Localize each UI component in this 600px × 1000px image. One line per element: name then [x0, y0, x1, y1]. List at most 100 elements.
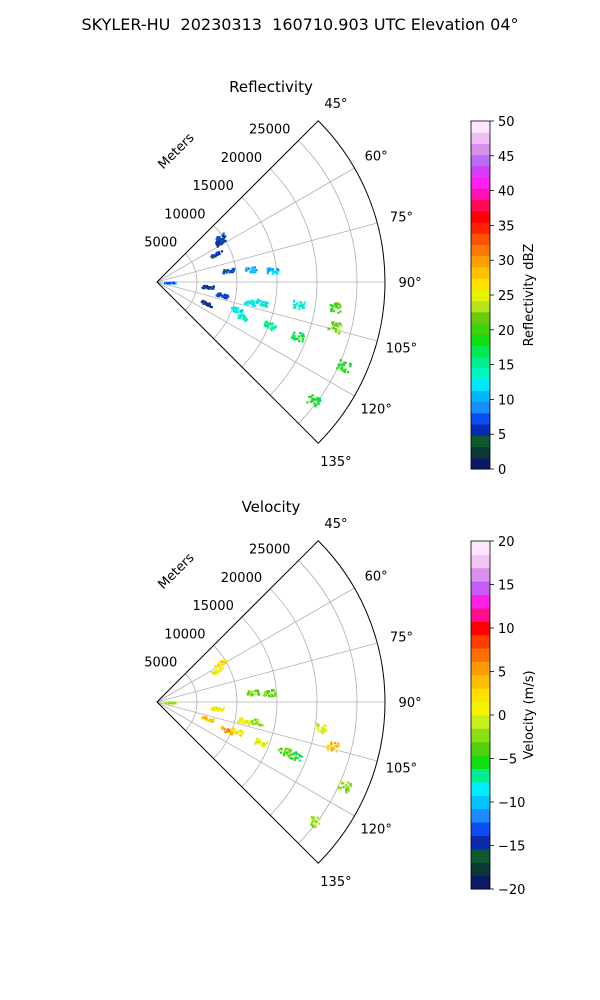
- radial-axis-label: Meters: [156, 550, 198, 592]
- echo-pixel: [255, 300, 258, 303]
- echo-pixel: [220, 250, 224, 253]
- echo-pixel: [298, 340, 301, 343]
- echo-pixel: [215, 669, 218, 672]
- echo-pixel: [259, 300, 262, 303]
- colorbar-segment: [471, 741, 490, 756]
- echo-pixel: [170, 281, 173, 284]
- colorbar-segment: [471, 848, 490, 863]
- echo-pixel: [333, 746, 336, 749]
- echo-pixel: [284, 749, 287, 752]
- echo-pixel: [327, 744, 331, 747]
- colorbar-segment: [471, 661, 490, 676]
- echo-pixel: [258, 693, 261, 696]
- echo-pixel: [249, 302, 252, 305]
- angle-tick-label: 60°: [365, 149, 388, 164]
- echo-pixel: [244, 268, 248, 271]
- echo-pixel: [227, 295, 230, 298]
- echo-pixel: [205, 716, 208, 719]
- echo-pixel: [300, 303, 303, 306]
- echo-pixel: [349, 365, 352, 368]
- echo-pixel: [296, 337, 299, 340]
- echo-pixel: [293, 338, 296, 341]
- echo-pixel: [170, 702, 173, 705]
- echo-pixel: [250, 693, 254, 696]
- echo-pixel: [324, 729, 327, 732]
- echo-pixel: [339, 359, 342, 362]
- colorbar-segment: [471, 862, 490, 877]
- echo-pixel: [339, 310, 342, 313]
- echo-pixel: [300, 332, 303, 335]
- echo-pixel: [347, 785, 350, 788]
- colorbar-segment: [471, 199, 490, 212]
- echo-pixel: [202, 715, 205, 718]
- colorbar-tick-label: 10: [498, 393, 515, 408]
- colorbar-segment: [471, 412, 490, 425]
- range-tick-label: 25000: [249, 543, 290, 558]
- range-tick-label: 10000: [164, 207, 205, 222]
- range-tick-label: 15000: [192, 599, 233, 614]
- colorbar-segment: [471, 795, 490, 810]
- range-tick-label: 20000: [221, 151, 262, 166]
- colorbar-segment: [471, 835, 490, 850]
- echo-pixel: [342, 786, 345, 789]
- echo-pixel: [317, 402, 320, 406]
- echo-pixel: [272, 694, 275, 697]
- echo-pixel: [208, 286, 211, 289]
- echo-pixel: [202, 284, 206, 288]
- echo-pixel: [287, 747, 290, 751]
- echo-pixel: [262, 303, 265, 307]
- echo-pixel: [257, 740, 260, 743]
- echo-pixel: [257, 690, 260, 693]
- colorbar-tick-label: 20: [498, 535, 515, 550]
- echo-pixel: [216, 236, 219, 239]
- echo-pixel: [222, 707, 225, 710]
- echo-pixel: [165, 702, 168, 705]
- echo-pixel: [332, 310, 335, 313]
- echo-pixel: [251, 720, 254, 723]
- echo-pixel: [224, 297, 227, 300]
- echo-pixel: [334, 324, 337, 327]
- echo-pixel: [293, 299, 296, 302]
- echo-pixel: [219, 292, 222, 295]
- echo-pixel: [217, 662, 221, 665]
- echo-pixel: [210, 286, 213, 289]
- echo-pixel: [229, 730, 232, 733]
- echo-pixel: [222, 241, 225, 244]
- echo-pixel: [244, 721, 247, 724]
- echo-pixel: [230, 728, 234, 731]
- echo-pixel: [317, 822, 320, 825]
- echo-pixel: [281, 748, 284, 751]
- echo-pixel: [314, 824, 317, 827]
- echo-pixel: [337, 786, 340, 789]
- echo-pixel: [211, 707, 214, 710]
- echo-pixel: [341, 369, 344, 372]
- echo-pixel: [243, 720, 246, 723]
- azimuth-gridline: [156, 642, 378, 703]
- colorbar-segment: [471, 755, 490, 770]
- reflectivity-panel: Reflectivity 45° 60° 75° 90° 105° 120° 135° 5000…: [144, 78, 537, 478]
- echo-pixel: [165, 281, 168, 285]
- echo-pixel: [204, 716, 207, 719]
- echo-pixel: [216, 672, 219, 675]
- echo-pixel: [252, 723, 255, 726]
- echo-pixel: [311, 397, 314, 400]
- echo-pixel: [215, 238, 218, 241]
- echo-pixel: [223, 728, 226, 731]
- echo-pixel: [221, 660, 224, 663]
- echo-pixel: [230, 306, 234, 310]
- echo-pixel: [310, 816, 313, 819]
- echo-pixel: [236, 309, 239, 312]
- echo-pixel: [236, 311, 239, 314]
- echo-pixel: [250, 720, 253, 723]
- echo-pixel: [276, 270, 279, 273]
- echo-pixel: [226, 730, 229, 734]
- colorbar-segment: [471, 701, 490, 716]
- echo-pixel: [266, 324, 269, 327]
- echo-pixel: [239, 717, 242, 720]
- echo-pixel: [285, 751, 288, 754]
- range-tick-label: 15000: [192, 179, 233, 194]
- echo-pixel: [224, 659, 227, 663]
- echo-pixel: [271, 327, 274, 330]
- echo-pixel: [318, 818, 321, 821]
- echo-pixel: [310, 400, 313, 403]
